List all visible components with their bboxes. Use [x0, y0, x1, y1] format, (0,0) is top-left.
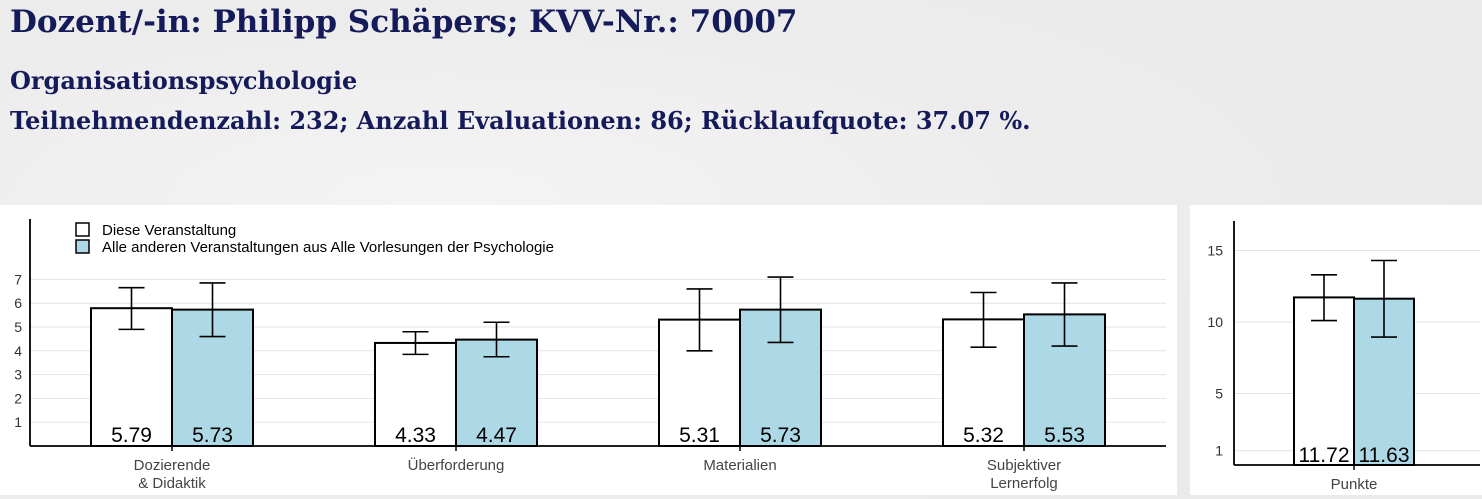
bar [374, 341, 457, 447]
bar [1293, 296, 1355, 466]
legend-label: Diese Veranstaltung [102, 222, 236, 239]
lecturer-title: Dozent/-in: Philipp Schäpers; KVV-Nr.: 7… [10, 4, 798, 40]
bar-value-label: 5.53 [1044, 424, 1085, 447]
y-tick-label: 6 [14, 295, 22, 311]
legend-swatch [75, 222, 90, 237]
x-tick-label: Lernerfolg [990, 475, 1058, 492]
y-tick-label: 15 [1207, 243, 1223, 259]
x-tick-label: Überforderung [408, 456, 505, 474]
legend-label: Alle anderen Veranstaltungen aus Alle Vo… [102, 239, 554, 256]
bar-value-label: 4.33 [395, 424, 436, 447]
y-tick-label: 1 [14, 414, 22, 430]
y-tick-label: 1 [1215, 443, 1223, 459]
bar-value-label: 5.32 [963, 424, 1004, 447]
x-tick-label: Materialien [703, 457, 776, 474]
y-tick-label: 7 [14, 271, 22, 287]
bar-value-label: 5.73 [760, 424, 801, 447]
participation-stats: Teilnehmendenzahl: 232; Anzahl Evaluatio… [10, 106, 1031, 135]
y-tick-label: 4 [14, 343, 22, 359]
course-name: Organisationspsychologie [10, 66, 358, 95]
y-tick-label: 5 [1215, 386, 1223, 402]
x-tick-label: Punkte [1331, 476, 1378, 493]
bar-value-label: 5.31 [679, 424, 720, 447]
y-tick-label: 3 [14, 367, 22, 383]
x-tick-label: Dozierende [134, 457, 211, 474]
bar-value-label: 11.63 [1359, 444, 1410, 467]
legend-swatch [75, 239, 90, 254]
bar-value-label: 11.72 [1299, 444, 1350, 467]
bar-value-label: 5.79 [111, 424, 152, 447]
bar-value-label: 5.73 [192, 424, 233, 447]
x-tick-label: Subjektiver [987, 457, 1061, 474]
points-chart-panel: 1 5 10 15 11.72 11.63 Punkte [1190, 205, 1482, 495]
category-bar-chart: 1 2 3 4 5 6 7 5.79 5.73 Dozierende& Didaktik 4.33 4… [14, 219, 1166, 492]
bar-value-label: 4.47 [476, 424, 517, 447]
x-tick-label: & Didaktik [138, 475, 206, 492]
y-tick-label: 10 [1207, 314, 1223, 330]
main-chart-panel: 1 2 3 4 5 6 7 5.79 5.73 Dozierende & Didaktik 4.33 4… [0, 205, 1177, 495]
y-tick-label: 5 [14, 319, 22, 335]
y-tick-label: 2 [14, 390, 22, 406]
